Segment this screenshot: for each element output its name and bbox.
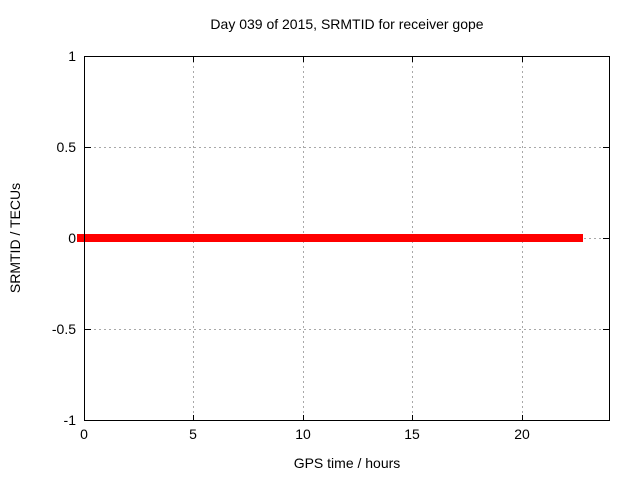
plot-border	[84, 56, 610, 421]
tick-right-y-0	[603, 238, 609, 239]
tick-left-y--0.5	[85, 329, 91, 330]
tick-right-y--0.5	[603, 329, 609, 330]
x-tick-label-0: 0	[80, 426, 88, 442]
chart-title: Day 039 of 2015, SRMTID for receiver gop…	[210, 16, 484, 32]
gridline-y-0.5	[84, 147, 610, 148]
tick-top-x-10	[303, 57, 304, 62]
tick-right-y-0.5	[603, 147, 609, 148]
x-tick-label-15: 15	[404, 426, 420, 442]
tick-bottom-x-15	[412, 415, 413, 420]
y-tick-label--1: -1	[63, 412, 76, 428]
x-tick-label-20: 20	[514, 426, 530, 442]
y-tick-label-0.5: 0.5	[56, 139, 76, 155]
gridline-y--0.5	[84, 329, 610, 330]
tick-left-y-0.5	[85, 147, 91, 148]
tick-top-x-20	[522, 57, 523, 62]
x-tick-label-10: 10	[295, 426, 311, 442]
series-line-srmtid	[77, 234, 583, 242]
tick-top-x-5	[193, 57, 194, 62]
tick-top-x-15	[412, 57, 413, 62]
tick-bottom-x-20	[522, 415, 523, 420]
x-tick-label-5: 5	[189, 426, 197, 442]
y-tick-label-1: 1	[68, 48, 76, 64]
x-axis-label: GPS time / hours	[293, 455, 401, 471]
tick-bottom-x-10	[303, 415, 304, 420]
y-tick-label--0.5: -0.5	[51, 321, 76, 337]
y-tick-label-0: 0	[68, 230, 76, 246]
tick-bottom-x-5	[193, 415, 194, 420]
